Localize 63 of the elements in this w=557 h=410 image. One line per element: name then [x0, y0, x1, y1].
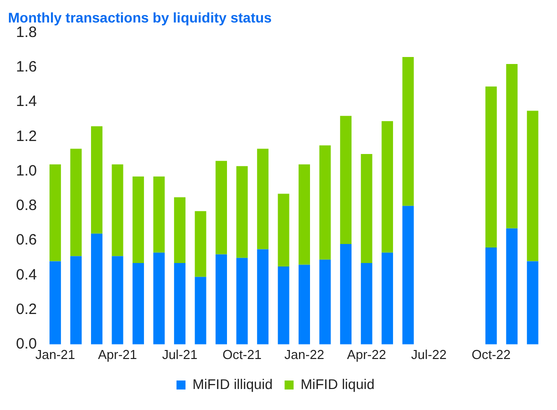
bar	[194, 211, 206, 277]
bar	[506, 64, 518, 228]
y-tick-label: 0.8	[16, 197, 37, 214]
bar	[506, 228, 518, 344]
bar	[382, 121, 394, 253]
bar	[70, 256, 82, 344]
bar	[298, 164, 310, 265]
bar	[50, 261, 61, 344]
bar	[278, 194, 290, 266]
x-tick-label: Apr-21	[98, 346, 138, 362]
y-tick-label: 0.4	[16, 266, 37, 284]
bar	[132, 263, 144, 344]
bar	[70, 148, 82, 256]
x-tick-label: Jan-21	[35, 346, 76, 362]
bar	[236, 166, 248, 258]
x-tick-label: Apr-22	[347, 346, 386, 362]
bar	[319, 260, 331, 344]
x-tick-label: Jan-22	[284, 346, 324, 362]
bar	[50, 164, 61, 262]
bar	[216, 160, 227, 254]
y-tick-label: 0.0	[16, 336, 37, 353]
bar	[236, 258, 248, 344]
bar	[153, 252, 165, 344]
bar	[340, 244, 352, 344]
legend-label: MiFID liquid	[300, 376, 375, 392]
bar	[257, 148, 268, 250]
bar	[526, 110, 538, 262]
y-tick-label: 1.0	[16, 162, 37, 180]
bar	[402, 206, 414, 344]
bar	[360, 154, 372, 264]
y-tick-label: 0.6	[16, 232, 37, 249]
x-tick-label: Oct-21	[222, 346, 262, 362]
bar	[194, 276, 206, 344]
bar	[526, 261, 538, 344]
bar	[91, 126, 102, 234]
bar	[91, 234, 102, 344]
bar	[485, 86, 497, 248]
x-tick-label: Oct-22	[472, 346, 511, 362]
chart-title: Monthly transactions by liquidity status	[8, 9, 272, 26]
bar	[360, 263, 372, 344]
bar	[340, 116, 352, 244]
bar	[153, 176, 165, 253]
bar	[174, 263, 186, 344]
x-tick-label: Jul-22	[411, 346, 447, 362]
bar	[298, 264, 310, 344]
y-tick-label: 1.8	[16, 24, 37, 41]
legend-label: MiFID illiquid	[192, 376, 273, 392]
bar	[112, 256, 124, 344]
bar	[382, 252, 394, 344]
x-tick-label: Jul-21	[162, 346, 198, 362]
bar	[112, 164, 124, 256]
bar	[485, 247, 497, 344]
bar	[319, 145, 331, 260]
y-tick-label: 1.6	[16, 58, 37, 76]
bar	[257, 249, 268, 344]
bar	[216, 254, 227, 344]
bar	[278, 266, 290, 344]
bar	[174, 197, 186, 264]
y-tick-label: 1.4	[16, 93, 37, 110]
y-tick-label: 0.2	[16, 300, 37, 318]
y-tick-label: 1.2	[16, 128, 37, 145]
bar	[132, 176, 144, 264]
bar	[402, 57, 414, 206]
